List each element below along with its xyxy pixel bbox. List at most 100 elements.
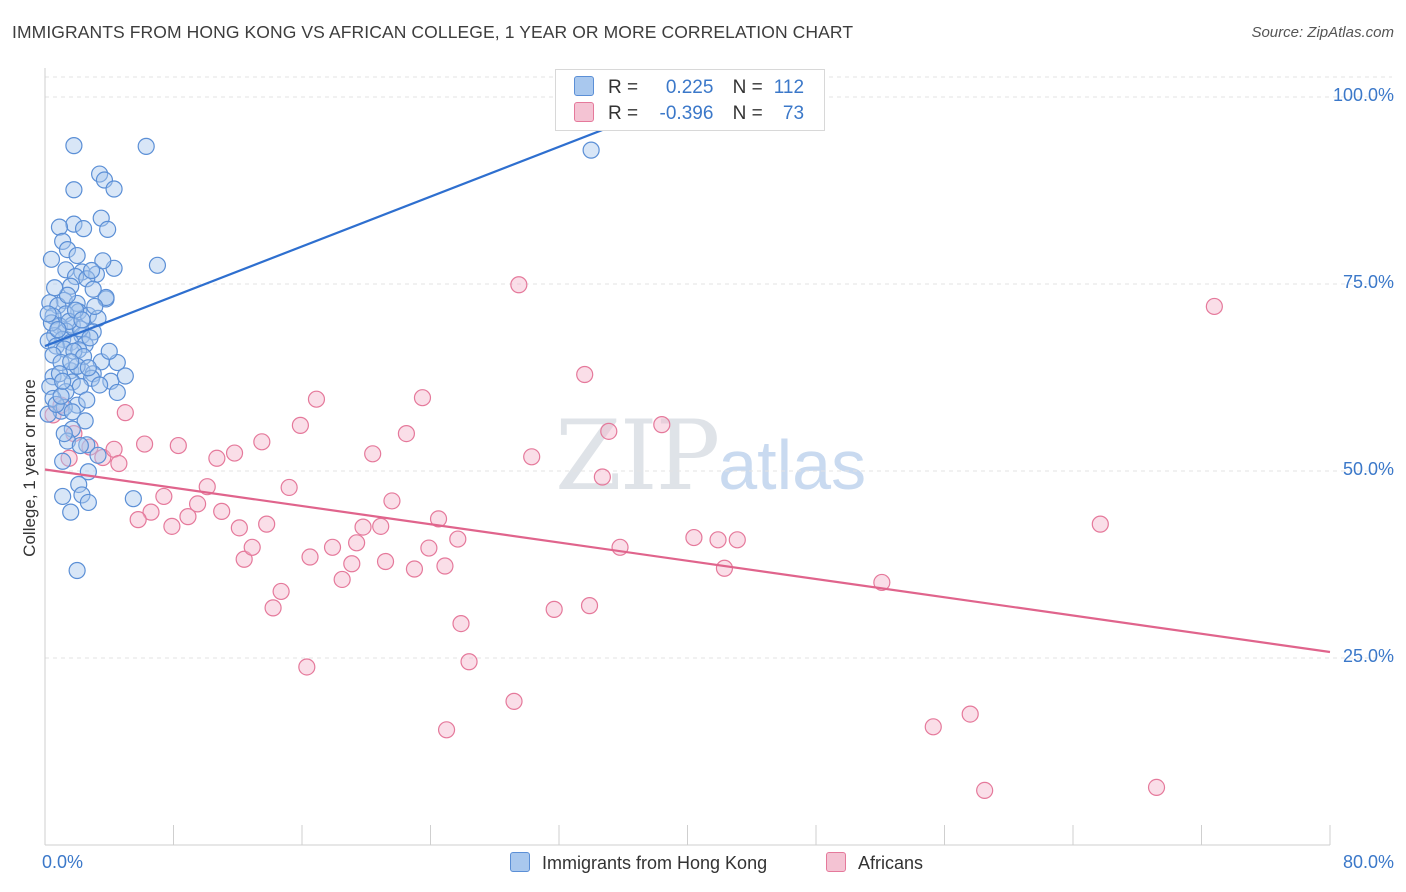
data-point: [230, 519, 248, 537]
data-point: [137, 137, 155, 155]
data-point: [124, 490, 142, 508]
hong-kong-swatch: [510, 852, 530, 872]
data-point: [258, 515, 276, 533]
data-point: [54, 372, 72, 390]
data-point: [253, 433, 271, 451]
data-point: [376, 552, 395, 571]
data-point: [66, 301, 85, 319]
source-label: Source: ZipAtlas.com: [1251, 24, 1394, 41]
data-point: [280, 478, 298, 497]
r-label: R =: [608, 103, 639, 124]
legend-item-africans[interactable]: Africans: [826, 852, 923, 874]
data-point: [47, 395, 65, 414]
data-point: [58, 286, 77, 304]
data-point: [89, 446, 107, 464]
data-point: [272, 582, 290, 601]
data-point: [76, 412, 94, 430]
data-point: [148, 256, 167, 274]
data-point: [108, 383, 126, 402]
data-point: [116, 404, 134, 422]
data-point: [1147, 778, 1166, 797]
data-point: [264, 599, 282, 617]
data-point: [65, 181, 83, 199]
data-point: [709, 531, 727, 549]
data-point: [715, 559, 734, 577]
data-point: [74, 220, 93, 238]
data-point: [54, 487, 72, 506]
data-point: [510, 276, 528, 294]
data-point: [49, 321, 67, 339]
data-point: [105, 180, 123, 198]
legend-item-hong-kong[interactable]: Immigrants from Hong Kong: [510, 852, 767, 874]
n-value: 112: [773, 77, 805, 98]
data-point: [1091, 515, 1109, 533]
data-point: [65, 137, 83, 155]
data-point: [81, 329, 99, 347]
y-tick-label: 75.0%: [1342, 272, 1394, 292]
data-point: [1205, 297, 1223, 316]
data-point: [593, 468, 611, 486]
data-point: [68, 246, 86, 265]
data-point: [449, 530, 467, 548]
n-label: N =: [732, 103, 763, 124]
data-points: [39, 137, 1223, 799]
stats-row-africans: R = -0.396 N = 73: [574, 102, 804, 128]
data-point: [84, 280, 102, 298]
legend-label: Africans: [858, 853, 924, 873]
data-point: [54, 452, 72, 470]
data-point: [397, 425, 416, 443]
data-point: [873, 573, 891, 592]
r-value: -0.396: [659, 103, 714, 124]
data-point: [78, 270, 96, 288]
data-point: [333, 570, 351, 589]
africans-swatch: [826, 852, 846, 872]
data-point: [437, 721, 456, 739]
hong-kong-swatch: [574, 76, 594, 96]
x-tick-max: 80.0%: [1342, 852, 1394, 872]
data-point: [976, 781, 994, 799]
data-point: [580, 597, 599, 615]
data-point: [68, 561, 86, 580]
data-point: [54, 232, 72, 250]
data-point: [372, 517, 390, 535]
data-point: [213, 502, 231, 520]
axes: [44, 68, 1331, 846]
data-point: [198, 478, 216, 496]
data-point: [73, 311, 91, 329]
data-point: [42, 250, 61, 268]
data-point: [63, 373, 81, 391]
data-point: [685, 528, 703, 547]
data-point: [961, 705, 979, 723]
data-point: [582, 141, 600, 159]
data-point: [235, 550, 253, 568]
data-point: [405, 560, 424, 578]
data-point: [307, 390, 326, 408]
data-point: [70, 475, 88, 494]
data-point: [505, 692, 523, 710]
data-point: [65, 215, 83, 233]
data-point: [420, 539, 438, 557]
data-point: [436, 557, 454, 575]
data-point: [142, 503, 160, 521]
data-point: [728, 531, 746, 549]
chart-title: IMMIGRANTS FROM HONG KONG VS AFRICAN COL…: [12, 22, 854, 42]
trend-line: [44, 95, 688, 348]
data-point: [924, 718, 942, 736]
data-point: [225, 444, 244, 462]
data-point: [110, 454, 128, 473]
data-point: [155, 487, 173, 506]
data-point: [50, 218, 69, 236]
data-point: [91, 376, 109, 394]
watermark: ZIPatlas: [555, 400, 867, 512]
x-tick-min: 0.0%: [42, 852, 84, 872]
data-point: [163, 517, 181, 535]
data-point: [74, 347, 93, 366]
data-point: [298, 658, 316, 676]
data-point: [82, 261, 101, 280]
data-point: [188, 495, 207, 513]
data-point: [179, 508, 197, 526]
data-point: [58, 240, 77, 259]
data-point: [116, 367, 134, 385]
data-point: [383, 492, 401, 510]
